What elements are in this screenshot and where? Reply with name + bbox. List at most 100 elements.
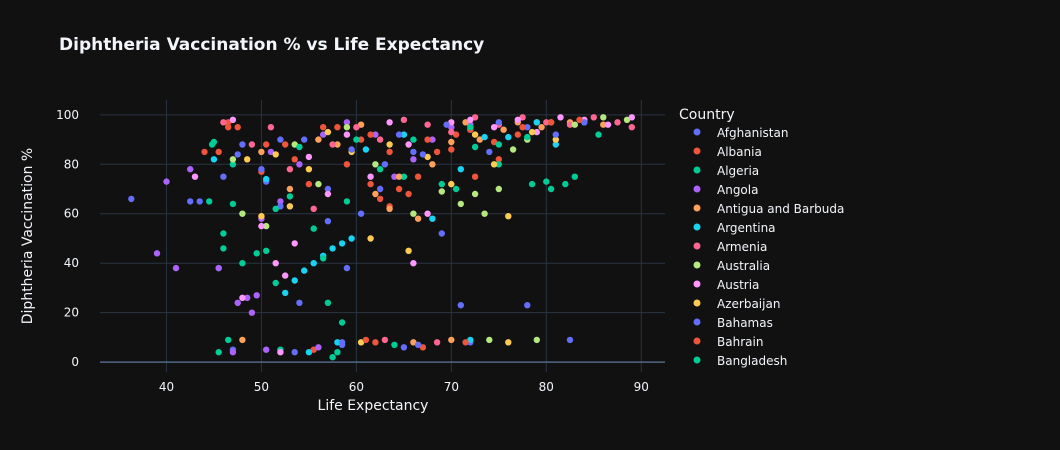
data-point xyxy=(225,119,232,126)
legend-item[interactable]: Armenia xyxy=(693,240,768,254)
data-point xyxy=(229,200,237,208)
data-point xyxy=(467,116,474,124)
data-point xyxy=(400,131,408,138)
legend-item[interactable]: Albania xyxy=(693,145,762,159)
data-point xyxy=(239,210,246,217)
data-point xyxy=(386,148,393,156)
legend-label: Afghanistan xyxy=(717,126,788,140)
data-point xyxy=(490,138,498,146)
legend-item[interactable]: Algeria xyxy=(693,164,760,178)
legend-item[interactable]: Bangladesh xyxy=(693,354,788,368)
data-point xyxy=(372,190,379,198)
data-point xyxy=(296,299,303,306)
data-point xyxy=(263,222,270,230)
legend-label: Angola xyxy=(717,183,758,197)
data-point xyxy=(505,213,512,220)
data-point xyxy=(343,131,351,138)
data-point xyxy=(301,136,308,143)
data-point xyxy=(628,124,635,131)
data-point xyxy=(467,124,474,131)
data-point xyxy=(263,247,270,254)
data-point xyxy=(623,116,631,124)
data-point xyxy=(320,255,327,262)
data-point xyxy=(495,185,502,193)
data-point xyxy=(376,195,384,203)
legend-marker xyxy=(693,318,701,326)
data-point xyxy=(128,195,135,203)
data-point xyxy=(196,198,203,205)
data-point xyxy=(566,121,574,128)
data-point xyxy=(225,124,232,131)
chart-title: Diphtheria Vaccination % vs Life Expecta… xyxy=(59,35,484,55)
data-point xyxy=(239,260,246,267)
y-tick-label: 100 xyxy=(56,108,79,122)
data-point xyxy=(581,119,588,126)
x-tick-label: 80 xyxy=(539,380,554,394)
legend-label: Bangladesh xyxy=(717,354,787,368)
data-point xyxy=(220,230,227,237)
data-point xyxy=(272,260,279,267)
data-point xyxy=(267,124,275,131)
data-point xyxy=(343,161,351,168)
data-point xyxy=(462,339,469,346)
data-point xyxy=(296,161,303,168)
data-point xyxy=(229,116,237,124)
legend-label: Antigua and Barbuda xyxy=(717,202,844,216)
legend-label: Austria xyxy=(717,278,759,292)
data-point xyxy=(187,198,194,205)
legend-item[interactable]: Austria xyxy=(693,278,760,292)
legend-item[interactable]: Azerbaijan xyxy=(693,297,781,311)
data-point xyxy=(386,119,393,126)
x-tick-label: 40 xyxy=(159,380,174,394)
data-point xyxy=(367,235,374,242)
data-point xyxy=(571,173,578,180)
y-tick-label: 20 xyxy=(64,306,79,320)
data-point xyxy=(429,136,436,143)
data-point xyxy=(362,146,370,153)
data-point xyxy=(343,119,351,126)
data-point xyxy=(291,141,298,148)
legend-item[interactable]: Angola xyxy=(693,183,759,197)
data-point xyxy=(338,319,346,326)
data-point xyxy=(348,146,355,153)
data-point xyxy=(471,143,479,151)
data-point xyxy=(272,279,279,287)
data-point xyxy=(533,128,540,136)
data-point xyxy=(628,114,635,121)
data-point xyxy=(547,185,555,193)
legend-marker xyxy=(693,166,701,174)
data-point xyxy=(229,161,237,168)
legend-item[interactable]: Argentina xyxy=(693,221,776,235)
legend-item[interactable]: Afghanistan xyxy=(693,126,789,140)
data-point xyxy=(405,190,412,198)
data-point xyxy=(600,121,607,128)
data-point xyxy=(310,260,317,267)
data-point xyxy=(305,153,313,161)
data-point xyxy=(220,245,227,252)
data-point xyxy=(263,346,270,353)
data-point xyxy=(519,124,526,131)
data-point xyxy=(519,114,526,121)
data-point xyxy=(357,210,365,217)
data-point xyxy=(201,148,208,156)
data-point xyxy=(272,151,279,158)
data-point xyxy=(433,148,441,156)
data-point xyxy=(329,245,336,252)
data-point xyxy=(400,116,408,124)
legend-label: Bahamas xyxy=(717,316,773,330)
data-point xyxy=(490,161,498,168)
legend-items: Afghanistan Albania Algeria Angola Antigua a… xyxy=(693,126,845,368)
legend-item[interactable]: Bahamas xyxy=(693,316,773,330)
legend-item[interactable]: Antigua and Barbuda xyxy=(693,202,845,216)
data-point xyxy=(320,124,327,131)
data-point xyxy=(372,339,379,346)
legend-item[interactable]: Bahrain xyxy=(693,335,764,349)
data-point xyxy=(462,119,469,126)
data-point xyxy=(334,349,341,356)
data-point xyxy=(234,124,241,131)
legend-item[interactable]: Australia xyxy=(693,259,771,273)
data-point xyxy=(552,131,559,138)
data-point xyxy=(400,173,408,180)
x-tick-label: 70 xyxy=(444,380,459,394)
